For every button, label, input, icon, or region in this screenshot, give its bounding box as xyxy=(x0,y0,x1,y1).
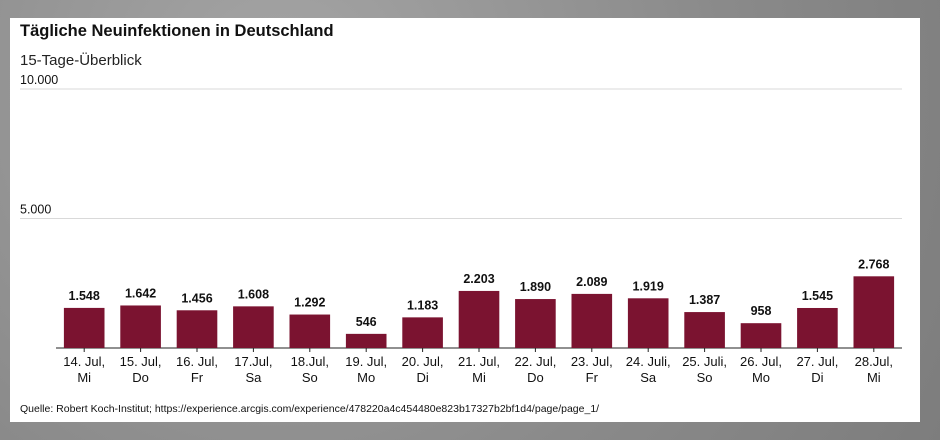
bar xyxy=(515,299,556,348)
chart-card: Tägliche Neuinfektionen in Deutschland 1… xyxy=(10,18,920,422)
data-label: 1.608 xyxy=(238,287,269,301)
x-tick-label: Sa xyxy=(245,370,262,385)
data-label: 1.456 xyxy=(181,291,212,305)
bar xyxy=(345,333,387,348)
x-tick-label: 19. Jul, xyxy=(345,354,387,369)
bar xyxy=(571,293,613,348)
x-tick-label: 26. Jul, xyxy=(740,354,782,369)
data-label: 1.890 xyxy=(520,280,551,294)
x-tick-label: 14. Jul, xyxy=(63,354,105,369)
data-label: 1.919 xyxy=(633,279,664,293)
data-label: 1.545 xyxy=(802,289,833,303)
bar xyxy=(740,323,782,348)
data-label: 2.768 xyxy=(858,257,889,271)
data-label: 2.089 xyxy=(576,275,607,289)
x-tick-label: 22. Jul, xyxy=(514,354,556,369)
x-tick-label: Mi xyxy=(472,370,486,385)
bar xyxy=(627,298,669,348)
chart-title: Tägliche Neuinfektionen in Deutschland xyxy=(20,22,334,40)
data-label: 1.642 xyxy=(125,286,156,300)
x-tick-label: Do xyxy=(527,370,544,385)
y-tick-label: 5.000 xyxy=(20,203,51,217)
bar xyxy=(63,307,105,348)
y-tick-label: 10.000 xyxy=(20,73,58,87)
bar xyxy=(684,312,725,348)
data-label: 1.548 xyxy=(69,289,100,303)
x-tick-label: Mi xyxy=(867,370,881,385)
x-tick-label: 21. Jul, xyxy=(458,354,500,369)
x-tick-label: 20. Jul, xyxy=(402,354,444,369)
bar xyxy=(458,290,500,348)
x-tick-label: Sa xyxy=(640,370,657,385)
bar xyxy=(176,310,218,348)
x-tick-label: So xyxy=(697,370,713,385)
x-tick-label: Mo xyxy=(357,370,375,385)
data-label: 2.203 xyxy=(463,272,494,286)
bar xyxy=(289,314,331,348)
x-tick-label: 27. Jul, xyxy=(796,354,838,369)
x-tick-label: 16. Jul, xyxy=(176,354,218,369)
x-tick-label: Fr xyxy=(586,370,599,385)
bar xyxy=(853,276,895,348)
x-tick-label: 24. Juli, xyxy=(626,354,671,369)
bar xyxy=(402,317,443,348)
chart-subtitle: 15-Tage-Überblick xyxy=(20,52,142,69)
source-note: Quelle: Robert Koch-Institut; https://ex… xyxy=(20,403,600,415)
data-label: 1.183 xyxy=(407,298,438,312)
x-tick-label: Mo xyxy=(752,370,770,385)
x-tick-label: 23. Jul, xyxy=(571,354,613,369)
data-label: 1.387 xyxy=(689,293,720,307)
x-tick-label: Do xyxy=(132,370,149,385)
x-tick-label: Di xyxy=(811,370,823,385)
bar xyxy=(233,306,274,348)
x-tick-label: 18.Jul, xyxy=(291,354,329,369)
bar xyxy=(797,307,838,348)
x-tick-label: Mi xyxy=(77,370,91,385)
x-tick-label: 17.Jul, xyxy=(234,354,272,369)
x-tick-label: 25. Juli, xyxy=(682,354,727,369)
bar xyxy=(120,305,161,348)
data-label: 1.292 xyxy=(294,296,325,310)
x-tick-label: 28.Jul, xyxy=(855,354,893,369)
x-tick-label: Di xyxy=(416,370,428,385)
data-label: 958 xyxy=(751,304,772,318)
data-label: 546 xyxy=(356,315,377,329)
x-tick-label: So xyxy=(302,370,318,385)
x-tick-label: Fr xyxy=(191,370,204,385)
x-tick-label: 15. Jul, xyxy=(120,354,162,369)
